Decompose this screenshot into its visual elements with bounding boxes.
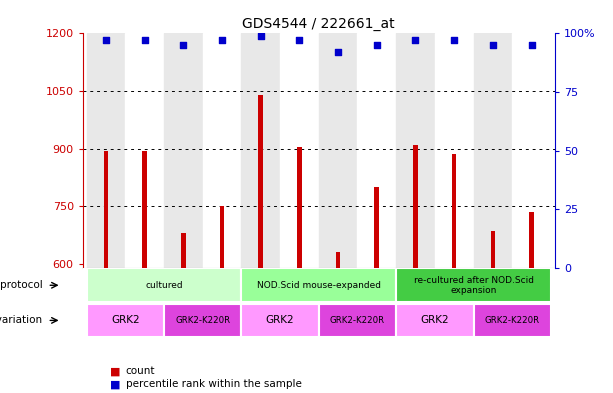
Bar [319,33,357,268]
Bar [280,33,319,268]
Bar [452,154,457,268]
Bar [435,33,473,268]
Bar [529,212,534,268]
Text: GRK2-K220R: GRK2-K220R [485,316,540,325]
Bar [336,252,340,268]
Bar [104,151,109,268]
Bar [203,33,242,268]
Point [217,37,227,44]
Bar [86,268,242,302]
Text: GRK2: GRK2 [421,316,449,325]
Bar [375,187,379,268]
Text: cultured: cultured [145,281,183,290]
Text: ■: ■ [110,366,121,376]
Point [372,42,382,48]
Point [333,49,343,55]
Bar [473,33,512,268]
Bar [219,206,224,268]
Bar [142,151,147,268]
Text: ■: ■ [110,379,121,389]
Bar [181,233,186,268]
Text: NOD.Scid mouse-expanded: NOD.Scid mouse-expanded [257,281,381,290]
Bar [490,231,495,268]
Point [527,42,536,48]
Text: GRK2-K220R: GRK2-K220R [175,316,230,325]
Point [101,37,111,44]
Text: protocol: protocol [0,280,43,290]
Text: percentile rank within the sample: percentile rank within the sample [126,379,302,389]
Bar [86,33,125,268]
Bar [242,268,396,302]
Bar [297,147,302,268]
Text: GRK2-K220R: GRK2-K220R [330,316,385,325]
Bar [512,33,551,268]
Bar [125,33,164,268]
Bar [396,33,435,268]
Bar [164,33,203,268]
Bar [473,303,551,337]
Point [140,37,150,44]
Bar [357,33,396,268]
Text: re-cultured after NOD.Scid
expansion: re-cultured after NOD.Scid expansion [414,275,533,295]
Text: genotype/variation: genotype/variation [0,316,43,325]
Point [488,42,498,48]
Bar [86,303,164,337]
Bar [396,303,473,337]
Bar [259,95,263,268]
Bar [164,303,242,337]
Point [294,37,304,44]
Point [449,37,459,44]
Text: GRK2: GRK2 [111,316,140,325]
Point [256,33,265,39]
Text: GRK2: GRK2 [266,316,294,325]
Bar [396,268,551,302]
Point [178,42,188,48]
Title: GDS4544 / 222661_at: GDS4544 / 222661_at [243,17,395,31]
Bar [319,303,396,337]
Point [411,37,421,44]
Text: count: count [126,366,155,376]
Bar [242,303,319,337]
Bar [242,33,280,268]
Bar [413,145,418,268]
